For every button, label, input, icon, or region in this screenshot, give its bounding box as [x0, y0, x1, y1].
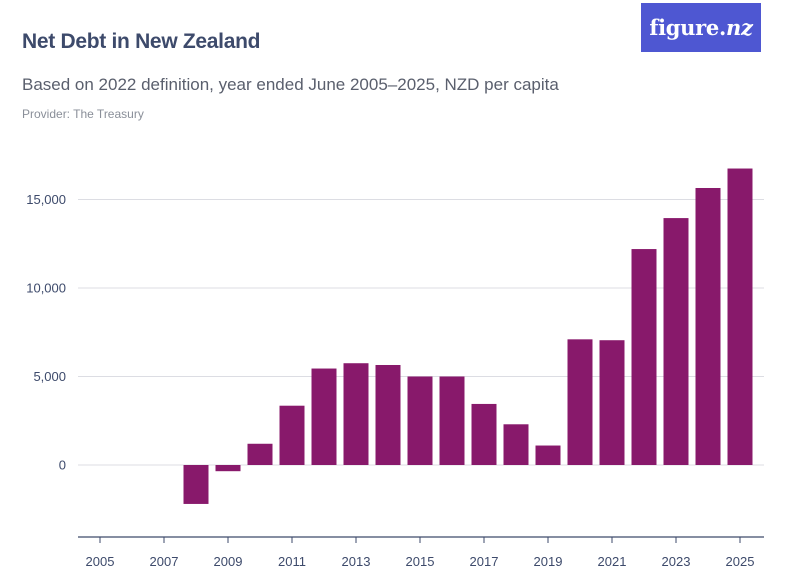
- bar-2025: [727, 168, 753, 465]
- y-tick-label: 10,000: [26, 281, 66, 296]
- bar-2019: [535, 445, 561, 465]
- bar-2022: [631, 249, 657, 465]
- y-tick-label: 0: [59, 458, 66, 473]
- bar-2017: [471, 403, 497, 465]
- y-tick-label: 5,000: [33, 369, 66, 384]
- x-tick-label: 2007: [150, 554, 179, 569]
- bar-2013: [343, 363, 369, 465]
- bar-2008: [183, 465, 209, 504]
- x-tick-label: 2019: [534, 554, 563, 569]
- x-tick-label: 2011: [278, 554, 306, 569]
- chart-title: Net Debt in New Zealand: [22, 30, 261, 53]
- chart-provider: Provider: The Treasury: [22, 107, 144, 121]
- bar-2024: [695, 187, 721, 465]
- x-tick-label: 2017: [470, 554, 499, 569]
- chart-subtitle: Based on 2022 definition, year ended Jun…: [22, 75, 559, 94]
- bar-2021: [599, 340, 625, 465]
- bar-2015: [407, 376, 433, 465]
- bar-2010: [247, 443, 273, 465]
- x-tick-label: 2025: [726, 554, 755, 569]
- x-tick-label: 2015: [406, 554, 435, 569]
- x-tick-label: 2013: [342, 554, 371, 569]
- bar-2018: [503, 424, 529, 465]
- x-tick-label: 2009: [214, 554, 243, 569]
- figure-nz-logo[interactable]: figure. nz: [641, 3, 761, 52]
- bar-2020: [567, 339, 593, 465]
- x-tick-label: 2021: [598, 554, 627, 569]
- bar-2023: [663, 218, 689, 465]
- logo-suffix-text: nz: [726, 15, 753, 40]
- bar-2016: [439, 376, 465, 465]
- bar-2012: [311, 368, 337, 465]
- bar-2009: [215, 465, 241, 472]
- logo-main-text: figure.: [649, 15, 726, 40]
- bar-2014: [375, 364, 401, 465]
- x-tick-label: 2023: [662, 554, 691, 569]
- bar-2011: [279, 405, 305, 465]
- x-tick-label: 2005: [86, 554, 115, 569]
- y-tick-label: 15,000: [26, 192, 66, 207]
